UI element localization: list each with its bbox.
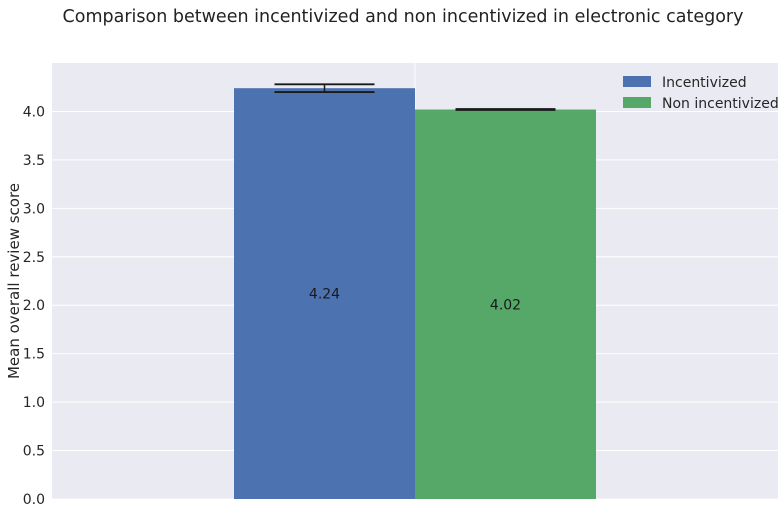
bars: 4.24 4.02 bbox=[234, 83, 596, 500]
y-tick-label: 1.0 bbox=[23, 395, 45, 411]
y-tick-label: 0.0 bbox=[23, 492, 45, 508]
y-tick-label: 0.5 bbox=[23, 444, 45, 460]
error-bar bbox=[455, 108, 556, 111]
error-bar bbox=[274, 83, 375, 93]
y-tick-label: 2.5 bbox=[23, 250, 45, 266]
legend: Incentivized Non incentivized bbox=[623, 75, 779, 112]
y-tick-label: 3.0 bbox=[23, 201, 45, 217]
y-tick-label: 1.5 bbox=[23, 347, 45, 363]
legend-swatch bbox=[623, 97, 651, 108]
legend-label: Non incentivized bbox=[662, 96, 779, 112]
y-tick-labels: 0.0 0.5 1.0 1.5 2.0 2.5 3.0 3.5 4.0 bbox=[23, 104, 45, 508]
y-tick-label: 3.5 bbox=[23, 153, 45, 169]
bar-value-label: 4.24 bbox=[309, 287, 340, 303]
legend-item: Non incentivized bbox=[623, 96, 779, 112]
y-axis-label: Mean overall review score bbox=[5, 183, 23, 379]
legend-label: Incentivized bbox=[662, 75, 747, 91]
y-tick-label: 4.0 bbox=[23, 104, 45, 120]
legend-swatch bbox=[623, 76, 651, 87]
legend-item: Incentivized bbox=[623, 75, 747, 91]
bar-incentivized bbox=[234, 88, 415, 500]
bar-non-incentivized bbox=[415, 109, 596, 500]
y-tick-label: 2.0 bbox=[23, 298, 45, 314]
chart-title: Comparison between incentivized and non … bbox=[63, 7, 744, 27]
bar-value-label: 4.02 bbox=[490, 297, 521, 313]
